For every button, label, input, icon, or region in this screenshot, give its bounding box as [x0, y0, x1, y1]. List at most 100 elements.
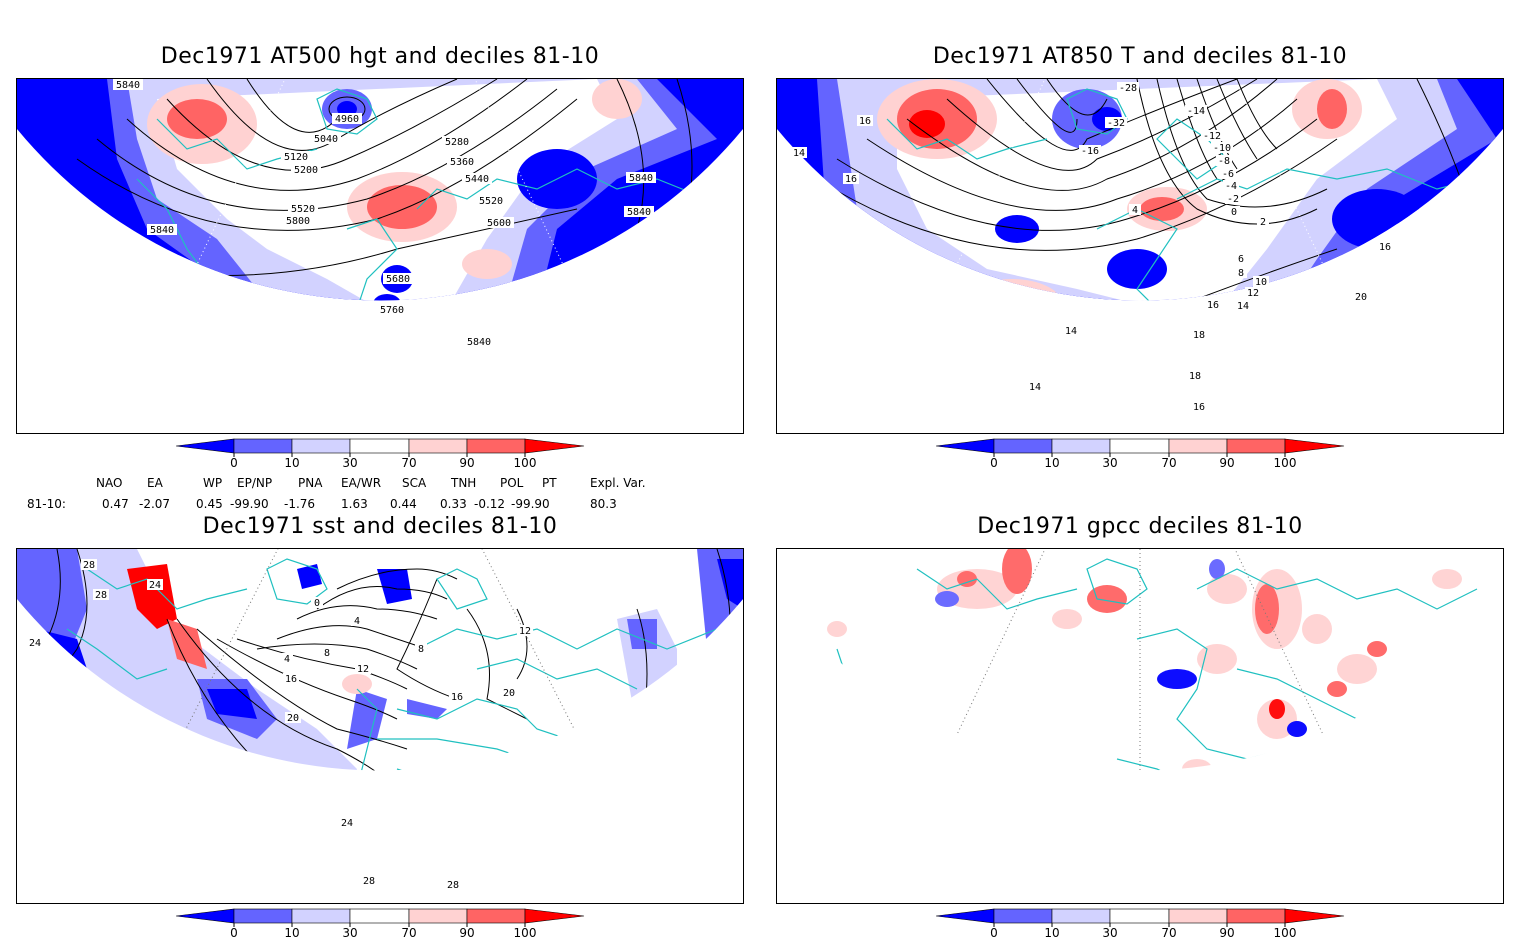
svg-text:24: 24	[341, 818, 353, 829]
colorbar-swatch	[1226, 438, 1286, 454]
colorbar-tick-label: 100	[514, 926, 537, 938]
colorbar-swatch	[1284, 908, 1345, 924]
contour-label: 28	[81, 559, 97, 571]
contour-label: -12	[1201, 130, 1223, 142]
svg-text:-6: -6	[1222, 169, 1234, 180]
contour-label: 20	[501, 687, 517, 699]
contour-label: 5280	[442, 136, 472, 148]
svg-text:4: 4	[284, 654, 290, 665]
svg-text:20: 20	[287, 713, 299, 724]
svg-text:28: 28	[95, 590, 107, 601]
contour-label: 5520	[288, 203, 318, 215]
contour-label: 28	[93, 589, 109, 601]
colorbar-tick-label: 30	[1102, 926, 1117, 938]
contour-label: 4960	[332, 113, 362, 125]
contour-label: 5840	[464, 336, 494, 348]
contour-label: -4	[1223, 180, 1239, 192]
colorbar-swatch	[349, 908, 410, 924]
colorbar-tick-label: 100	[1274, 456, 1297, 468]
svg-text:4: 4	[354, 616, 360, 627]
svg-text:10: 10	[1255, 277, 1267, 288]
contour-label: -32	[1105, 117, 1127, 129]
contour-label: 24	[27, 637, 43, 649]
colorbar-tick-label: 90	[459, 456, 474, 468]
svg-text:5680: 5680	[386, 274, 410, 285]
map-panel-t850: 16 14 16 -28 -32 -16 -14 -12 -10 -8 -6 -…	[776, 78, 1504, 434]
index-value: 1.63	[341, 497, 368, 511]
svg-text:5520: 5520	[291, 204, 315, 215]
svg-text:14: 14	[1065, 326, 1077, 337]
contour-label: 16	[1191, 401, 1207, 413]
svg-text:4960: 4960	[335, 114, 359, 125]
contour-label: 5520	[476, 195, 506, 207]
contour-label: 2	[1257, 216, 1269, 228]
colorbar-tick-label: 90	[459, 926, 474, 938]
colorbar-swatches: 0 10 30 70 90 100	[935, 908, 1345, 940]
panel3-title: Dec1971 sst and deciles 81-10	[202, 514, 558, 539]
svg-text:14: 14	[1237, 301, 1249, 312]
svg-text:-32: -32	[1107, 118, 1125, 129]
colorbar-swatch	[1168, 908, 1228, 924]
colorbar-swatch	[1051, 908, 1111, 924]
contour-label: 8	[321, 647, 333, 659]
svg-text:16: 16	[1379, 242, 1391, 253]
colorbar-tick-label: 10	[284, 456, 299, 468]
contour-label: 5800	[283, 215, 313, 227]
svg-text:-12: -12	[1203, 131, 1221, 142]
colorbar-tick-label: 30	[1102, 456, 1117, 468]
contour-label: 4	[351, 615, 363, 627]
svg-text:5200: 5200	[294, 165, 318, 176]
index-value: -0.12	[474, 497, 506, 511]
colorbar-swatch	[524, 908, 585, 924]
svg-text:16: 16	[1207, 300, 1219, 311]
svg-text:5800: 5800	[286, 216, 310, 227]
colorbar-swatch	[349, 438, 410, 454]
colorbar-swatch	[993, 438, 1053, 454]
colorbar-swatch	[993, 908, 1053, 924]
svg-text:12: 12	[1247, 288, 1259, 299]
index-name: SCA	[402, 476, 427, 490]
contour-label: -10	[1211, 142, 1233, 154]
svg-text:-16: -16	[1081, 146, 1099, 157]
svg-text:5520: 5520	[479, 196, 503, 207]
contour-label: 16	[1205, 299, 1221, 311]
colorbar-swatch	[1284, 438, 1345, 454]
svg-text:16: 16	[285, 674, 297, 685]
svg-text:24: 24	[149, 580, 161, 591]
index-value: 80.3	[590, 497, 617, 511]
colorbar-swatches: 0 10 30 70 90 100	[175, 908, 585, 940]
contour-label: 16	[857, 115, 873, 127]
colorbar-swatch	[1226, 908, 1286, 924]
contour-label: 5840	[626, 172, 656, 184]
svg-text:24: 24	[29, 638, 41, 649]
index-value: 0.47	[102, 497, 129, 511]
contour-label: 0	[311, 597, 323, 609]
svg-text:5600: 5600	[487, 218, 511, 229]
index-value: -2.07	[139, 497, 171, 511]
colorbar-swatch	[466, 908, 526, 924]
contour-label: 5440	[462, 173, 492, 185]
svg-text:8: 8	[418, 644, 424, 655]
svg-text:-28: -28	[1119, 83, 1137, 94]
svg-text:8: 8	[1238, 268, 1244, 279]
index-value: 0.33	[440, 497, 467, 511]
contour-label: 16	[449, 691, 465, 703]
panel4-title: Dec1971 gpcc deciles 81-10	[977, 514, 1303, 539]
contour-label: 14	[1027, 381, 1043, 393]
colorbar-tick-label: 90	[1219, 926, 1234, 938]
contour-label: 8	[415, 643, 427, 655]
contour-label: 5040	[311, 133, 341, 145]
index-value: 0.45	[196, 497, 223, 511]
contour-label: 5600	[484, 217, 514, 229]
contour-label: 5360	[447, 156, 477, 168]
svg-text:12: 12	[357, 664, 369, 675]
contour-label: 14	[1235, 300, 1251, 312]
contour-label: -16	[1079, 145, 1101, 157]
contour-label: 5840	[113, 79, 143, 91]
contour-label: 4	[1129, 204, 1141, 216]
svg-text:5360: 5360	[450, 157, 474, 168]
svg-text:4: 4	[1132, 205, 1138, 216]
index-name: Expl. Var.	[590, 476, 646, 490]
svg-text:-2: -2	[1227, 194, 1239, 205]
contour-label: -6	[1220, 168, 1236, 180]
